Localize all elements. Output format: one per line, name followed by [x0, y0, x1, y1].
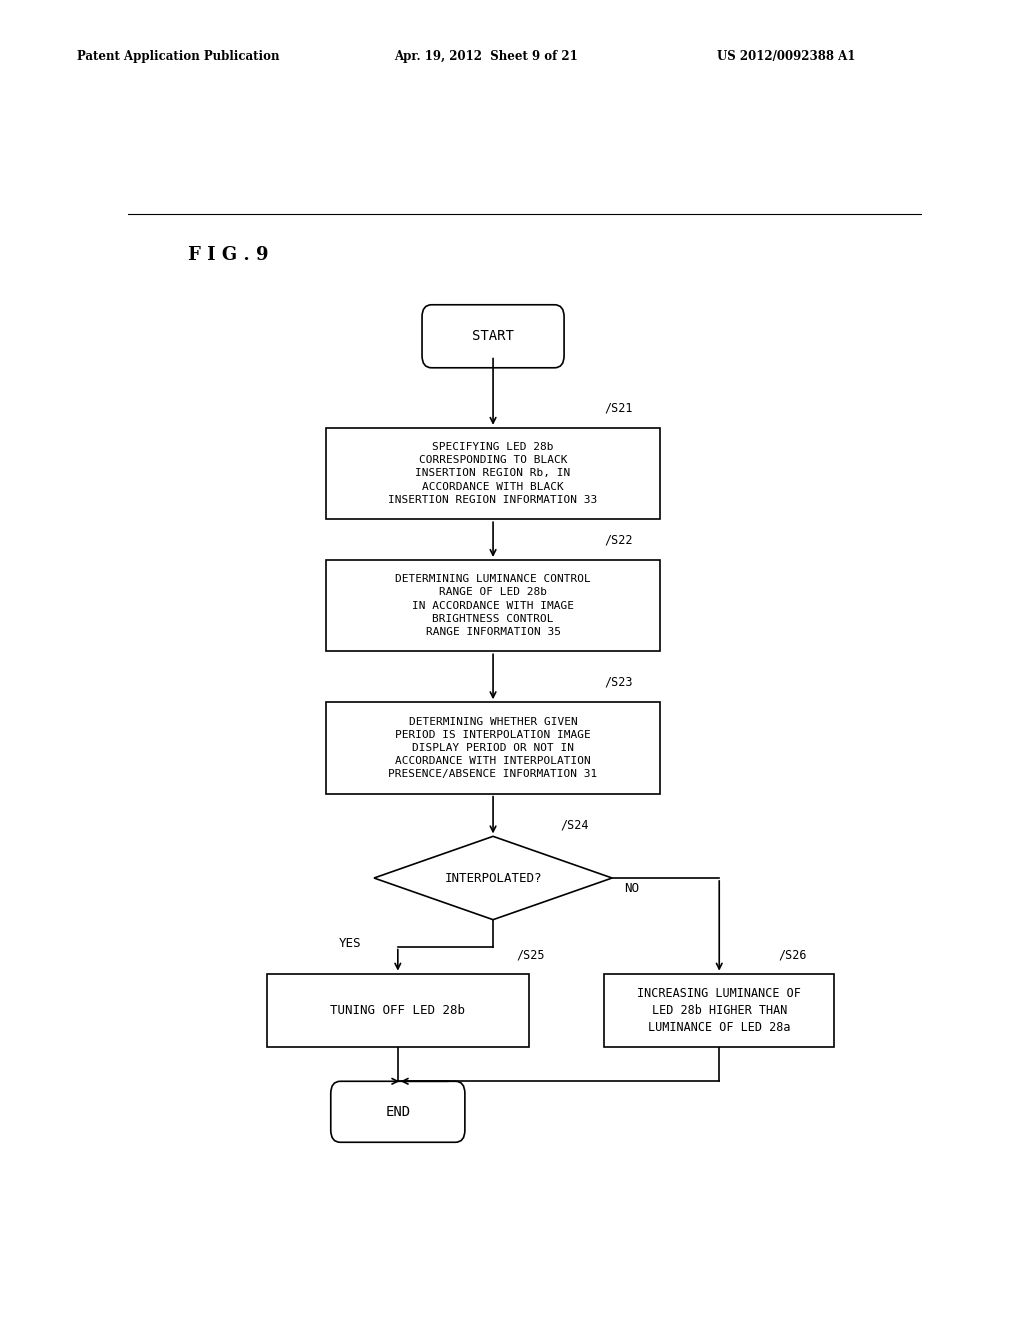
Text: YES: YES: [338, 937, 360, 949]
Text: DETERMINING WHETHER GIVEN
PERIOD IS INTERPOLATION IMAGE
DISPLAY PERIOD OR NOT IN: DETERMINING WHETHER GIVEN PERIOD IS INTE…: [388, 717, 598, 779]
Text: /S23: /S23: [604, 676, 633, 689]
Text: /S22: /S22: [604, 533, 633, 546]
Bar: [604, 974, 835, 1047]
Text: Apr. 19, 2012  Sheet 9 of 21: Apr. 19, 2012 Sheet 9 of 21: [394, 50, 578, 63]
Bar: [327, 428, 659, 519]
Text: TUNING OFF LED 28b: TUNING OFF LED 28b: [331, 1003, 465, 1016]
Text: /S26: /S26: [778, 948, 807, 961]
Text: /S21: /S21: [604, 401, 633, 414]
Text: SPECIFYING LED 28b
CORRESPONDING TO BLACK
INSERTION REGION Rb, IN
ACCORDANCE WIT: SPECIFYING LED 28b CORRESPONDING TO BLAC…: [388, 442, 598, 504]
Text: INCREASING LUMINANCE OF
LED 28b HIGHER THAN
LUMINANCE OF LED 28a: INCREASING LUMINANCE OF LED 28b HIGHER T…: [637, 986, 801, 1034]
Text: INTERPOLATED?: INTERPOLATED?: [444, 871, 542, 884]
Bar: [327, 560, 659, 651]
Text: END: END: [385, 1105, 411, 1119]
Text: US 2012/0092388 A1: US 2012/0092388 A1: [717, 50, 855, 63]
Text: START: START: [472, 329, 514, 343]
Text: F I G . 9: F I G . 9: [187, 246, 268, 264]
Text: /S24: /S24: [560, 818, 589, 832]
Polygon shape: [374, 837, 612, 920]
Text: Patent Application Publication: Patent Application Publication: [77, 50, 280, 63]
FancyBboxPatch shape: [331, 1081, 465, 1142]
Bar: [267, 974, 528, 1047]
Text: /S25: /S25: [517, 948, 546, 961]
Text: NO: NO: [624, 882, 639, 895]
Bar: [327, 702, 659, 793]
FancyBboxPatch shape: [422, 305, 564, 368]
Text: DETERMINING LUMINANCE CONTROL
RANGE OF LED 28b
IN ACCORDANCE WITH IMAGE
BRIGHTNE: DETERMINING LUMINANCE CONTROL RANGE OF L…: [395, 574, 591, 638]
